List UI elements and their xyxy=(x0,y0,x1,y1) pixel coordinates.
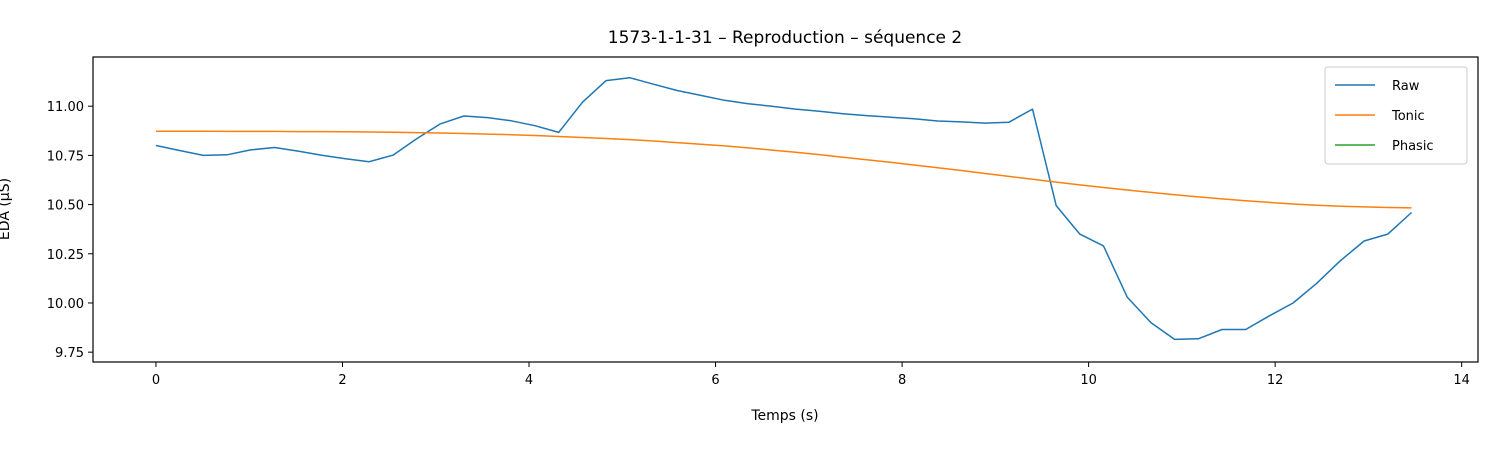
x-tick-label: 14 xyxy=(1453,373,1470,388)
x-tick-label: 0 xyxy=(152,373,160,388)
y-tick-label: 10.00 xyxy=(47,297,84,312)
chart-title: 1573-1-1-31 – Reproduction – séquence 2 xyxy=(608,28,962,48)
x-tick-label: 4 xyxy=(525,373,533,388)
x-tick-label: 2 xyxy=(338,373,346,388)
y-axis-title: EDA (µS) xyxy=(0,178,13,240)
y-tick-label: 10.25 xyxy=(47,248,84,263)
x-tick-label: 8 xyxy=(898,373,906,388)
series-line-raw xyxy=(155,76,1413,341)
legend: Raw Tonic Phasic xyxy=(1324,66,1468,165)
x-tick-label: 12 xyxy=(1267,373,1284,388)
y-tick-label: 10.50 xyxy=(47,199,84,214)
legend-label-phasic: Phasic xyxy=(1392,139,1434,154)
legend-label-tonic: Tonic xyxy=(1391,109,1425,124)
series-layer xyxy=(155,76,1413,341)
y-tick-label: 11.00 xyxy=(47,100,84,115)
plot-frame xyxy=(92,56,1479,363)
series-line-tonic xyxy=(156,130,1412,209)
x-axis-title: Temps (s) xyxy=(750,408,818,424)
y-tick-label: 10.75 xyxy=(47,149,84,164)
x-tick-label: 10 xyxy=(1080,373,1097,388)
x-axis: 0 2 4 6 8 10 12 14 xyxy=(152,362,1470,388)
y-tick-label: 9.75 xyxy=(55,346,84,361)
legend-label-raw: Raw xyxy=(1392,79,1420,94)
legend-frame xyxy=(1324,66,1468,165)
x-tick-label: 6 xyxy=(711,373,719,388)
y-axis: 9.75 10.00 10.25 10.50 10.75 11.00 xyxy=(47,100,93,361)
